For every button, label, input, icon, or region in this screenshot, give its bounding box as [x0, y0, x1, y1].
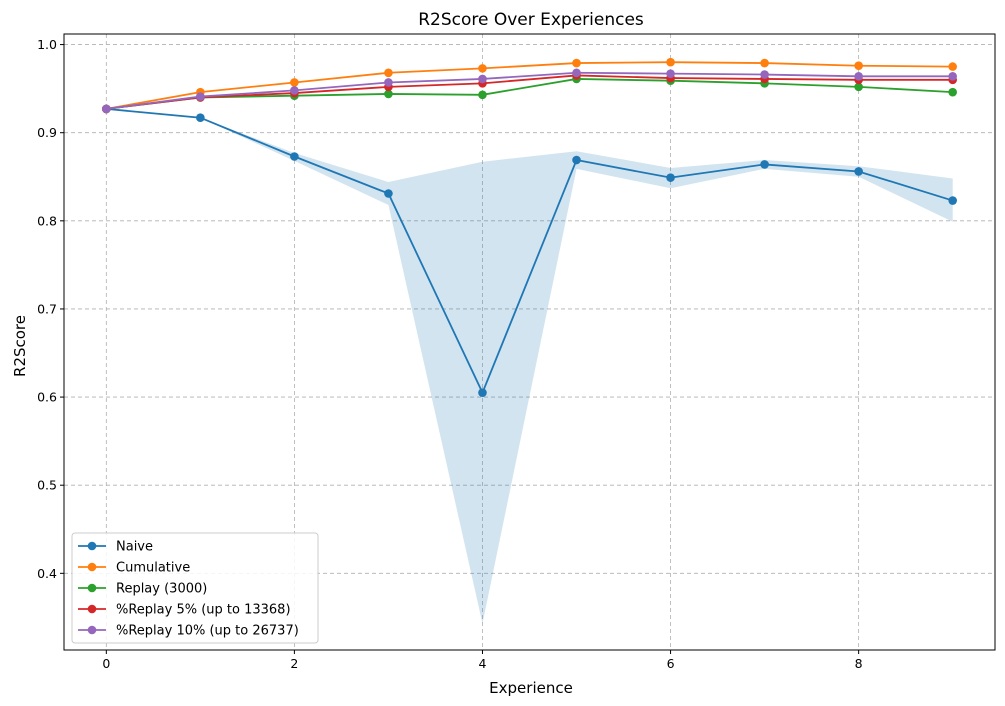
- point-naive: [666, 173, 675, 182]
- point-replay-3000: [478, 90, 487, 100]
- point-replay-10-up-to-26737: [760, 70, 769, 79]
- point-naive: [196, 113, 205, 123]
- point-replay-10-up-to-26737: [384, 78, 393, 87]
- y-tick-label: 0.7: [37, 301, 57, 316]
- point-replay-10-up-to-26737: [948, 72, 957, 81]
- series-markers: [102, 57, 957, 397]
- y-axis-ticks: 0.4 0.5 0.6 0.7 0.8 0.9 1.0: [37, 37, 64, 581]
- y-axis-label: R2Score: [11, 315, 29, 377]
- point-naive: [290, 152, 299, 161]
- point-naive: [760, 160, 769, 169]
- point-replay-10-up-to-26737: [478, 74, 487, 84]
- x-tick-label: 4: [479, 656, 487, 671]
- series-line-replay-5-up-to-13368: [106, 74, 953, 110]
- point-replay-10-up-to-26737: [290, 86, 299, 95]
- y-tick-label: 1.0: [37, 37, 57, 52]
- y-tick-label: 0.9: [37, 125, 57, 140]
- point-replay-10-up-to-26737: [854, 72, 863, 81]
- point-replay-10-up-to-26737: [102, 104, 111, 114]
- point-replay-3000: [948, 87, 957, 97]
- point-naive: [948, 196, 957, 205]
- point-cumulative: [290, 78, 299, 87]
- y-tick-label: 0.5: [37, 478, 57, 493]
- legend-marker-replay-3000: [87, 583, 97, 593]
- series-line-naive: [106, 108, 953, 395]
- plot-frame: [63, 33, 996, 651]
- series-line-replay-10-up-to-26737: [106, 71, 953, 110]
- point-cumulative: [384, 68, 393, 78]
- point-cumulative: [572, 58, 581, 68]
- x-tick-label: 6: [667, 656, 675, 671]
- x-axis-label: Experience: [489, 679, 573, 697]
- legend: Naive Cumulative Replay (3000) %Replay 5% (…: [71, 532, 319, 644]
- confidence-bands: [106, 108, 953, 624]
- y-tick-label: 0.4: [37, 566, 57, 581]
- x-tick-label: 0: [102, 656, 110, 671]
- point-naive: [854, 167, 863, 176]
- point-naive: [478, 388, 487, 397]
- y-tick-label: 0.8: [37, 213, 57, 228]
- x-tick-label: 8: [855, 656, 863, 671]
- point-replay-10-up-to-26737: [196, 92, 205, 101]
- series-lines: [106, 61, 953, 395]
- x-axis-ticks: 0 2 4 6 8: [102, 650, 863, 671]
- point-replay-10-up-to-26737: [572, 68, 581, 78]
- band-naive: [106, 108, 953, 624]
- point-replay-3000: [384, 89, 393, 99]
- point-cumulative: [948, 62, 957, 71]
- point-replay-3000: [854, 82, 863, 92]
- y-tick-label: 0.6: [37, 390, 57, 405]
- legend-label-replay-10-up-to-26737: %Replay 10% (up to 26737): [116, 624, 299, 639]
- legend-box: [71, 532, 319, 644]
- chart-title: R2Score Over Experiences: [418, 10, 644, 30]
- legend-marker-replay-5-up-to-13368: [87, 604, 97, 614]
- point-naive: [572, 155, 581, 165]
- point-cumulative: [760, 58, 769, 68]
- legend-marker-naive: [87, 541, 97, 551]
- point-replay-10-up-to-26737: [666, 69, 675, 78]
- legend-marker-cumulative: [87, 562, 97, 572]
- point-cumulative: [478, 64, 487, 73]
- series-line-cumulative: [106, 61, 953, 110]
- x-tick-label: 2: [290, 656, 298, 671]
- legend-label-replay-5-up-to-13368: %Replay 5% (up to 13368): [116, 603, 291, 618]
- legend-label-replay-3000: Replay (3000): [116, 582, 207, 597]
- legend-marker-replay-10-up-to-26737: [87, 625, 97, 635]
- point-cumulative: [666, 57, 675, 67]
- point-naive: [384, 189, 393, 198]
- point-cumulative: [854, 61, 863, 71]
- legend-label-naive: Naive: [116, 540, 153, 555]
- legend-label-cumulative: Cumulative: [116, 561, 190, 576]
- series-line-replay-3000: [106, 78, 953, 110]
